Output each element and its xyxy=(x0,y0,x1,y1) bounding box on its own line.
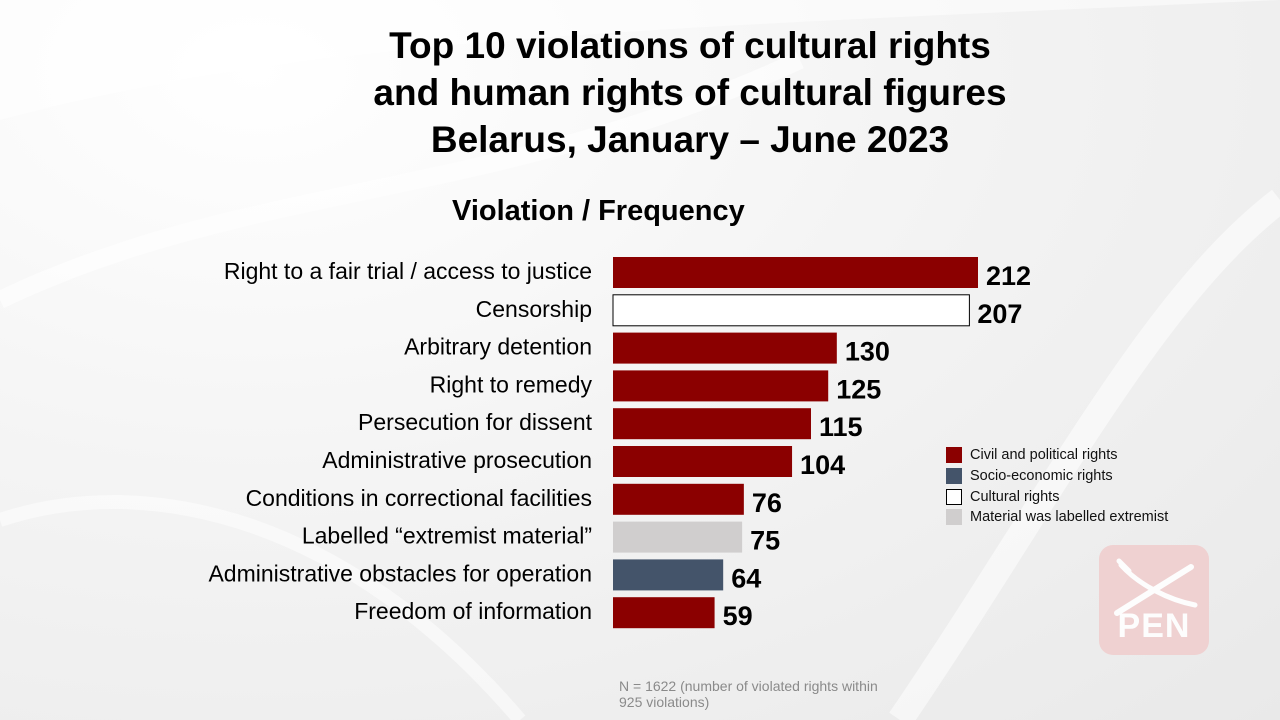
bar xyxy=(613,370,829,402)
category-label: Freedom of information xyxy=(354,598,592,624)
bar xyxy=(613,597,715,629)
legend-swatch-cultural xyxy=(946,489,962,505)
bar-value-label: 64 xyxy=(731,563,761,593)
legend-swatch-extremist xyxy=(946,509,962,525)
category-label: Censorship xyxy=(476,296,592,322)
bar-value-label: 207 xyxy=(977,299,1022,329)
bar-value-label: 212 xyxy=(986,261,1031,291)
legend-item-extremist: Material was labelled extremist xyxy=(946,507,1168,527)
category-label: Right to remedy xyxy=(430,371,593,397)
legend-item-cultural: Cultural rights xyxy=(946,487,1059,507)
bar xyxy=(613,257,978,288)
bar-value-label: 104 xyxy=(800,450,845,480)
bar-value-label: 130 xyxy=(845,337,890,367)
title-line-3: Belarus, January – June 2023 xyxy=(430,119,950,160)
category-label: Arbitrary detention xyxy=(404,334,592,360)
bar xyxy=(613,408,811,440)
quill-sword-icon xyxy=(1114,558,1198,616)
title-line-2: and human rights of cultural figures xyxy=(373,72,1007,113)
bar xyxy=(613,521,743,553)
title-line-1: Top 10 violations of cultural rights xyxy=(389,25,991,66)
pen-logo: PEN xyxy=(1099,545,1209,655)
bar xyxy=(612,294,970,327)
legend-label-socio: Socio-economic rights xyxy=(970,468,1113,484)
bar-value-label: 125 xyxy=(836,374,881,404)
bar-value-label: 76 xyxy=(752,488,782,518)
category-label: Right to a fair trial / access to justic… xyxy=(224,258,592,284)
bar xyxy=(613,446,793,477)
legend-item-civil: Civil and political rights xyxy=(946,445,1117,465)
legend-label-cultural: Cultural rights xyxy=(970,489,1060,505)
bar xyxy=(613,559,724,591)
legend-label-extremist: Material was labelled extremist xyxy=(970,509,1169,525)
bar xyxy=(613,483,744,515)
bar-value-label: 75 xyxy=(750,526,780,556)
category-label: Administrative obstacles for operation xyxy=(208,560,592,586)
pen-logo-text: PEN xyxy=(1117,607,1191,645)
legend-label-civil: Civil and political rights xyxy=(970,447,1118,463)
category-label: Administrative prosecution xyxy=(322,447,592,473)
bar-value-label: 115 xyxy=(819,412,863,442)
category-label: Persecution for dissent xyxy=(358,409,593,435)
category-label: Labelled “extremist material” xyxy=(302,523,592,549)
legend-swatch-socio xyxy=(946,468,962,484)
chart-subtitle: Violation / Frequency xyxy=(452,195,745,227)
chart-title: Top 10 violations of cultural rights and… xyxy=(190,22,1190,163)
bar xyxy=(613,332,837,364)
sample-size-note: N = 1622 (number of violated rights with… xyxy=(619,678,878,710)
legend-swatch-civil xyxy=(946,447,962,463)
legend-item-socio: Socio-economic rights xyxy=(946,466,1113,486)
bar-value-label: 59 xyxy=(723,601,753,631)
category-label: Conditions in correctional facilities xyxy=(246,485,592,511)
